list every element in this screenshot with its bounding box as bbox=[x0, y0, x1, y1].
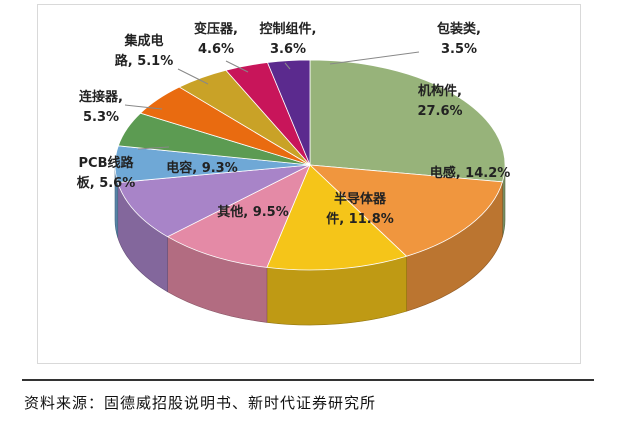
slice-label-1: 电感, 14.2% bbox=[430, 165, 511, 181]
slice-label-line: 电容, 9.3% bbox=[166, 160, 238, 176]
leader-line-10 bbox=[329, 51, 420, 65]
slice-label-7: 集成电路, 5.1% bbox=[115, 33, 174, 69]
slice-label-line: 机构件, bbox=[418, 83, 462, 99]
slice-label-line: 连接器, bbox=[79, 89, 123, 105]
source-note: 资料来源：固德威招股说明书、新时代证券研究所 bbox=[24, 394, 377, 412]
pie-slice-1 bbox=[308, 164, 503, 257]
chart-frame: 机构件, 27.6% 电感, 14.2% 半导体器件, 11.8% 其他, 9.5% 电容… bbox=[37, 4, 581, 364]
slice-label-8: 变压器, 4.6% bbox=[194, 21, 238, 57]
slice-label-line: 电感, 14.2% bbox=[430, 165, 511, 181]
leader-line-5 bbox=[137, 146, 170, 150]
slice-label-3: 其他, 9.5% bbox=[217, 204, 289, 220]
slice-label-line: 板, 5.6% bbox=[77, 175, 136, 191]
slice-label-line: 3.5% bbox=[441, 42, 477, 57]
slice-label-line: 5.3% bbox=[83, 110, 119, 125]
slice-label-line: 路, 5.1% bbox=[115, 53, 174, 69]
pie-slice-4 bbox=[117, 164, 311, 238]
slice-label-line: 3.6% bbox=[270, 42, 306, 57]
slice-label-2: 半导体器件, 11.8% bbox=[326, 191, 394, 227]
slice-label-6: 连接器, 5.3% bbox=[79, 89, 123, 125]
slice-label-line: 半导体器 bbox=[334, 191, 387, 207]
slice-label-9: 控制组件, 3.6% bbox=[260, 21, 317, 57]
leader-line-6 bbox=[124, 104, 163, 110]
leader-line-9 bbox=[284, 62, 291, 70]
slice-label-line: 集成电 bbox=[123, 33, 163, 49]
leader-line-8 bbox=[225, 60, 249, 73]
slice-label-line: PCB线路 bbox=[79, 155, 135, 171]
pie-labels: 机构件, 27.6% 电感, 14.2% 半导体器件, 11.8% 其他, 9.5% 电容… bbox=[77, 21, 511, 227]
pie-slice-2 bbox=[266, 164, 408, 271]
slice-label-line: 件, 11.8% bbox=[326, 211, 394, 227]
pie-chart: 机构件, 27.6% 电感, 14.2% 半导体器件, 11.8% 其他, 9.5% 电容… bbox=[77, 21, 511, 326]
slice-label-4: 电容, 9.3% bbox=[166, 160, 238, 176]
leader-line-7 bbox=[177, 68, 209, 85]
slice-label-0: 机构件, 27.6% bbox=[417, 83, 462, 119]
source-divider bbox=[22, 379, 594, 381]
slice-label-line: 变压器, bbox=[194, 21, 238, 37]
pie-side-walls bbox=[114, 164, 506, 326]
pie-slice-3 bbox=[166, 164, 311, 268]
slice-label-line: 4.6% bbox=[198, 42, 234, 57]
pie-slices bbox=[114, 59, 506, 271]
slice-label-5: PCB线路板, 5.6% bbox=[77, 155, 136, 191]
slice-label-line: 控制组件, bbox=[260, 21, 317, 37]
slice-label-10: 包装类, 3.5% bbox=[437, 21, 481, 57]
slice-label-line: 27.6% bbox=[417, 104, 462, 119]
slice-label-line: 其他, 9.5% bbox=[217, 204, 289, 220]
slice-label-line: 包装类, bbox=[437, 21, 481, 37]
pie-slice-10 bbox=[266, 59, 311, 166]
pie-slice-0 bbox=[309, 59, 506, 183]
